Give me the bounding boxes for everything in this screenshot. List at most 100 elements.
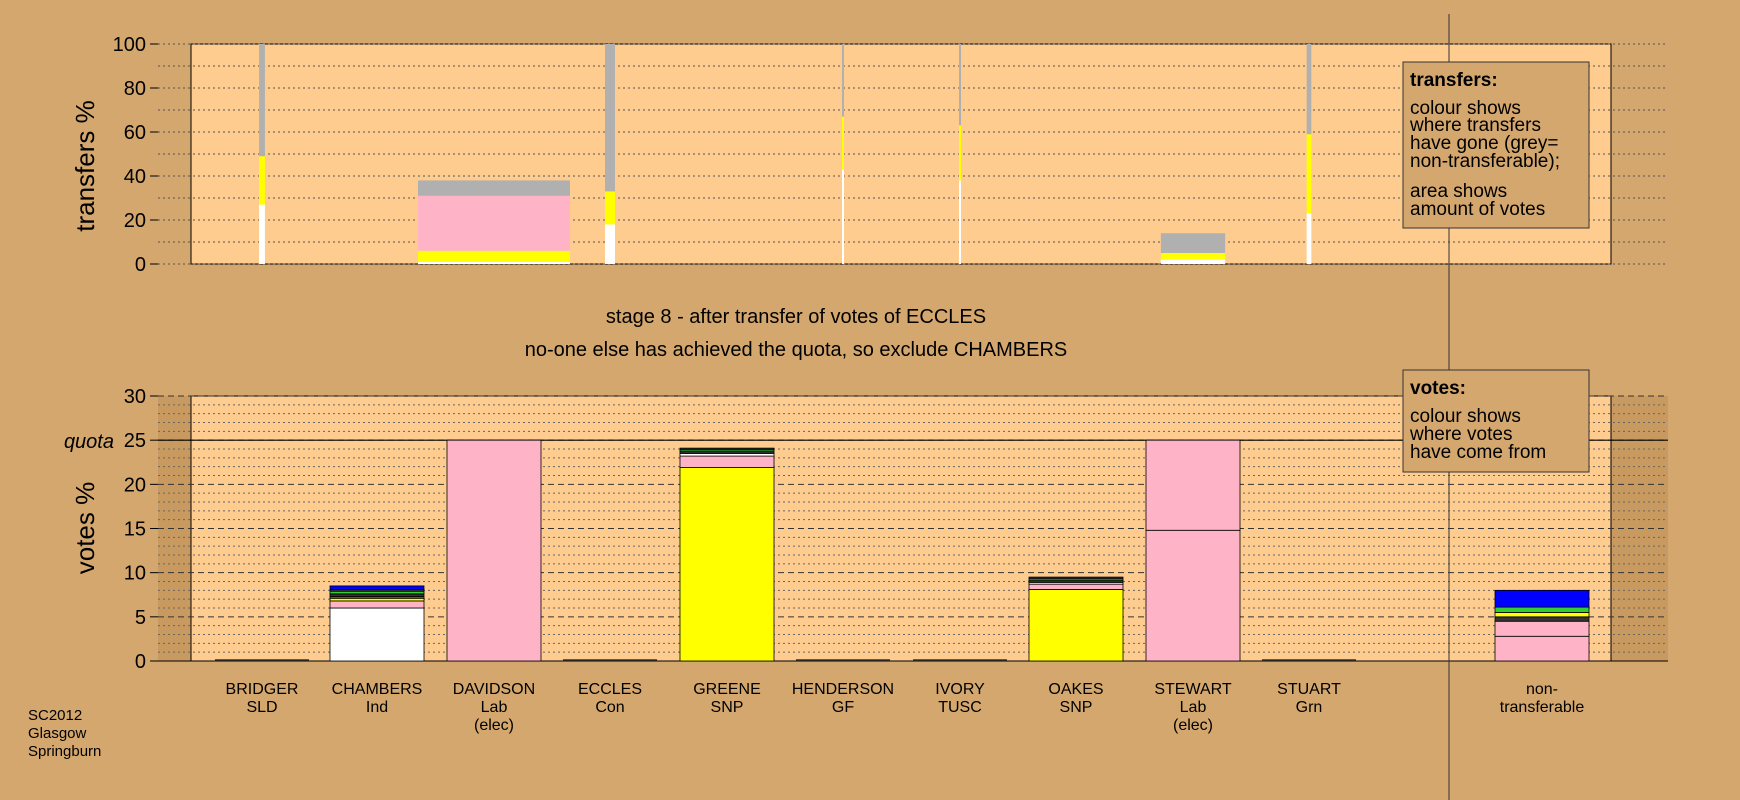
transfer-segment <box>1306 134 1312 214</box>
candidate-party: Con <box>595 699 624 716</box>
y-tick-label: 15 <box>124 519 146 541</box>
candidate-party: transferable <box>1500 699 1585 716</box>
vote-segment <box>679 455 775 468</box>
vote-segment <box>1494 589 1590 608</box>
candidate-party: SLD <box>246 699 277 716</box>
transfer-segment <box>1160 259 1226 264</box>
candidate-status: (elec) <box>1173 717 1213 734</box>
transfer-segment <box>605 44 615 192</box>
vote-segment <box>329 607 425 662</box>
candidate-party: TUSC <box>938 699 982 716</box>
transfer-segment <box>842 44 844 117</box>
vote-segment <box>1494 635 1590 662</box>
transfer-segment <box>1160 233 1226 253</box>
vote-segment <box>1145 529 1241 662</box>
transfers-panel: 0 20 40 60 80 100 transfers % <box>70 34 1668 276</box>
vote-segment <box>679 447 775 451</box>
transfer-bar-davidson <box>418 180 570 264</box>
transfer-bar-bridger <box>259 44 265 264</box>
candidate-name: non- <box>1526 681 1558 698</box>
y-tick-label: 5 <box>135 607 146 629</box>
candidate-name: GREENE <box>693 681 761 698</box>
transfer-segment <box>605 224 615 264</box>
candidate-name: CHAMBERS <box>332 681 423 698</box>
vote-segment <box>1028 583 1124 590</box>
votes-y-axis-label: votes % <box>70 482 100 575</box>
footer-line: SC2012 <box>28 707 82 724</box>
candidate-party: Ind <box>366 699 388 716</box>
y-tick-label: 60 <box>124 122 146 144</box>
transfer-segment <box>418 261 570 264</box>
candidate-name: STUART <box>1277 681 1341 698</box>
candidate-name: OAKES <box>1048 681 1103 698</box>
transfers-legend-line: amount of votes <box>1410 199 1545 220</box>
transfer-bar-stuart <box>1306 44 1312 264</box>
transfer-segment <box>959 180 961 264</box>
vote-bar-non-transferable <box>1494 589 1590 662</box>
vote-segment <box>679 467 775 662</box>
candidate-label: non-transferable <box>1500 681 1585 716</box>
transfer-segment <box>605 191 615 225</box>
transfer-segment <box>842 116 844 170</box>
votes-bars <box>215 439 1590 662</box>
y-tick-label: 20 <box>124 210 146 232</box>
vote-segment <box>446 439 542 662</box>
y-tick-label: 0 <box>135 651 146 673</box>
transfers-legend-line: have gone (grey= <box>1410 133 1558 154</box>
y-tick-label: 40 <box>124 166 146 188</box>
footer-line: Glasgow <box>28 725 87 742</box>
votes-legend: votes: colour shows where votes have com… <box>1402 369 1590 473</box>
candidate-name: BRIDGER <box>226 681 299 698</box>
vote-segment <box>329 600 425 609</box>
vote-bar-davidson <box>446 439 542 662</box>
vote-segment <box>1494 612 1590 618</box>
y-tick-label: 10 <box>124 563 146 585</box>
transfers-legend: transfers: colour shows where transfers … <box>1402 61 1590 229</box>
transfers-legend-line: non-transferable); <box>1410 151 1560 172</box>
footer-line: Springburn <box>28 743 101 760</box>
transfer-segment <box>959 44 961 126</box>
y-tick-label: 20 <box>124 474 146 496</box>
vote-segment <box>1028 589 1124 662</box>
transfer-segment <box>259 156 265 205</box>
transfer-bar-henderson <box>842 44 844 264</box>
transfers-y-axis-label: transfers % <box>70 100 100 232</box>
transfers-legend-line: colour shows <box>1410 98 1521 119</box>
vote-segment <box>1145 439 1241 531</box>
transfers-legend-line: area shows <box>1410 181 1507 202</box>
candidate-name: ECCLES <box>578 681 642 698</box>
transfer-segment <box>1160 253 1226 260</box>
transfer-bar-stewart <box>1160 233 1226 264</box>
vote-segment <box>1494 606 1590 613</box>
vote-segment <box>329 585 425 590</box>
transfers-y-ticks: 0 20 40 60 80 100 <box>113 34 158 276</box>
candidate-name: STEWART <box>1154 681 1232 698</box>
vote-bar-oakes <box>1028 576 1124 662</box>
candidate-party: Lab <box>481 699 508 716</box>
votes-y-ticks: 0 5 10 15 20 25 30 <box>124 386 158 673</box>
transfer-segment <box>418 180 570 196</box>
votes-legend-line: where votes <box>1409 424 1512 445</box>
candidate-party: Lab <box>1180 699 1207 716</box>
stage-subtitle: no-one else has achieved the quota, so e… <box>525 339 1068 361</box>
candidate-party: SNP <box>711 699 744 716</box>
vote-segment <box>1494 616 1590 622</box>
y-tick-label: 80 <box>124 78 146 100</box>
quota-label: quota <box>64 431 114 453</box>
candidate-name: DAVIDSON <box>453 681 535 698</box>
votes-legend-line: colour shows <box>1410 406 1521 427</box>
transfer-segment <box>1306 44 1312 135</box>
transfer-segment <box>418 195 570 251</box>
stage-title: stage 8 - after transfer of votes of ECC… <box>606 306 986 328</box>
